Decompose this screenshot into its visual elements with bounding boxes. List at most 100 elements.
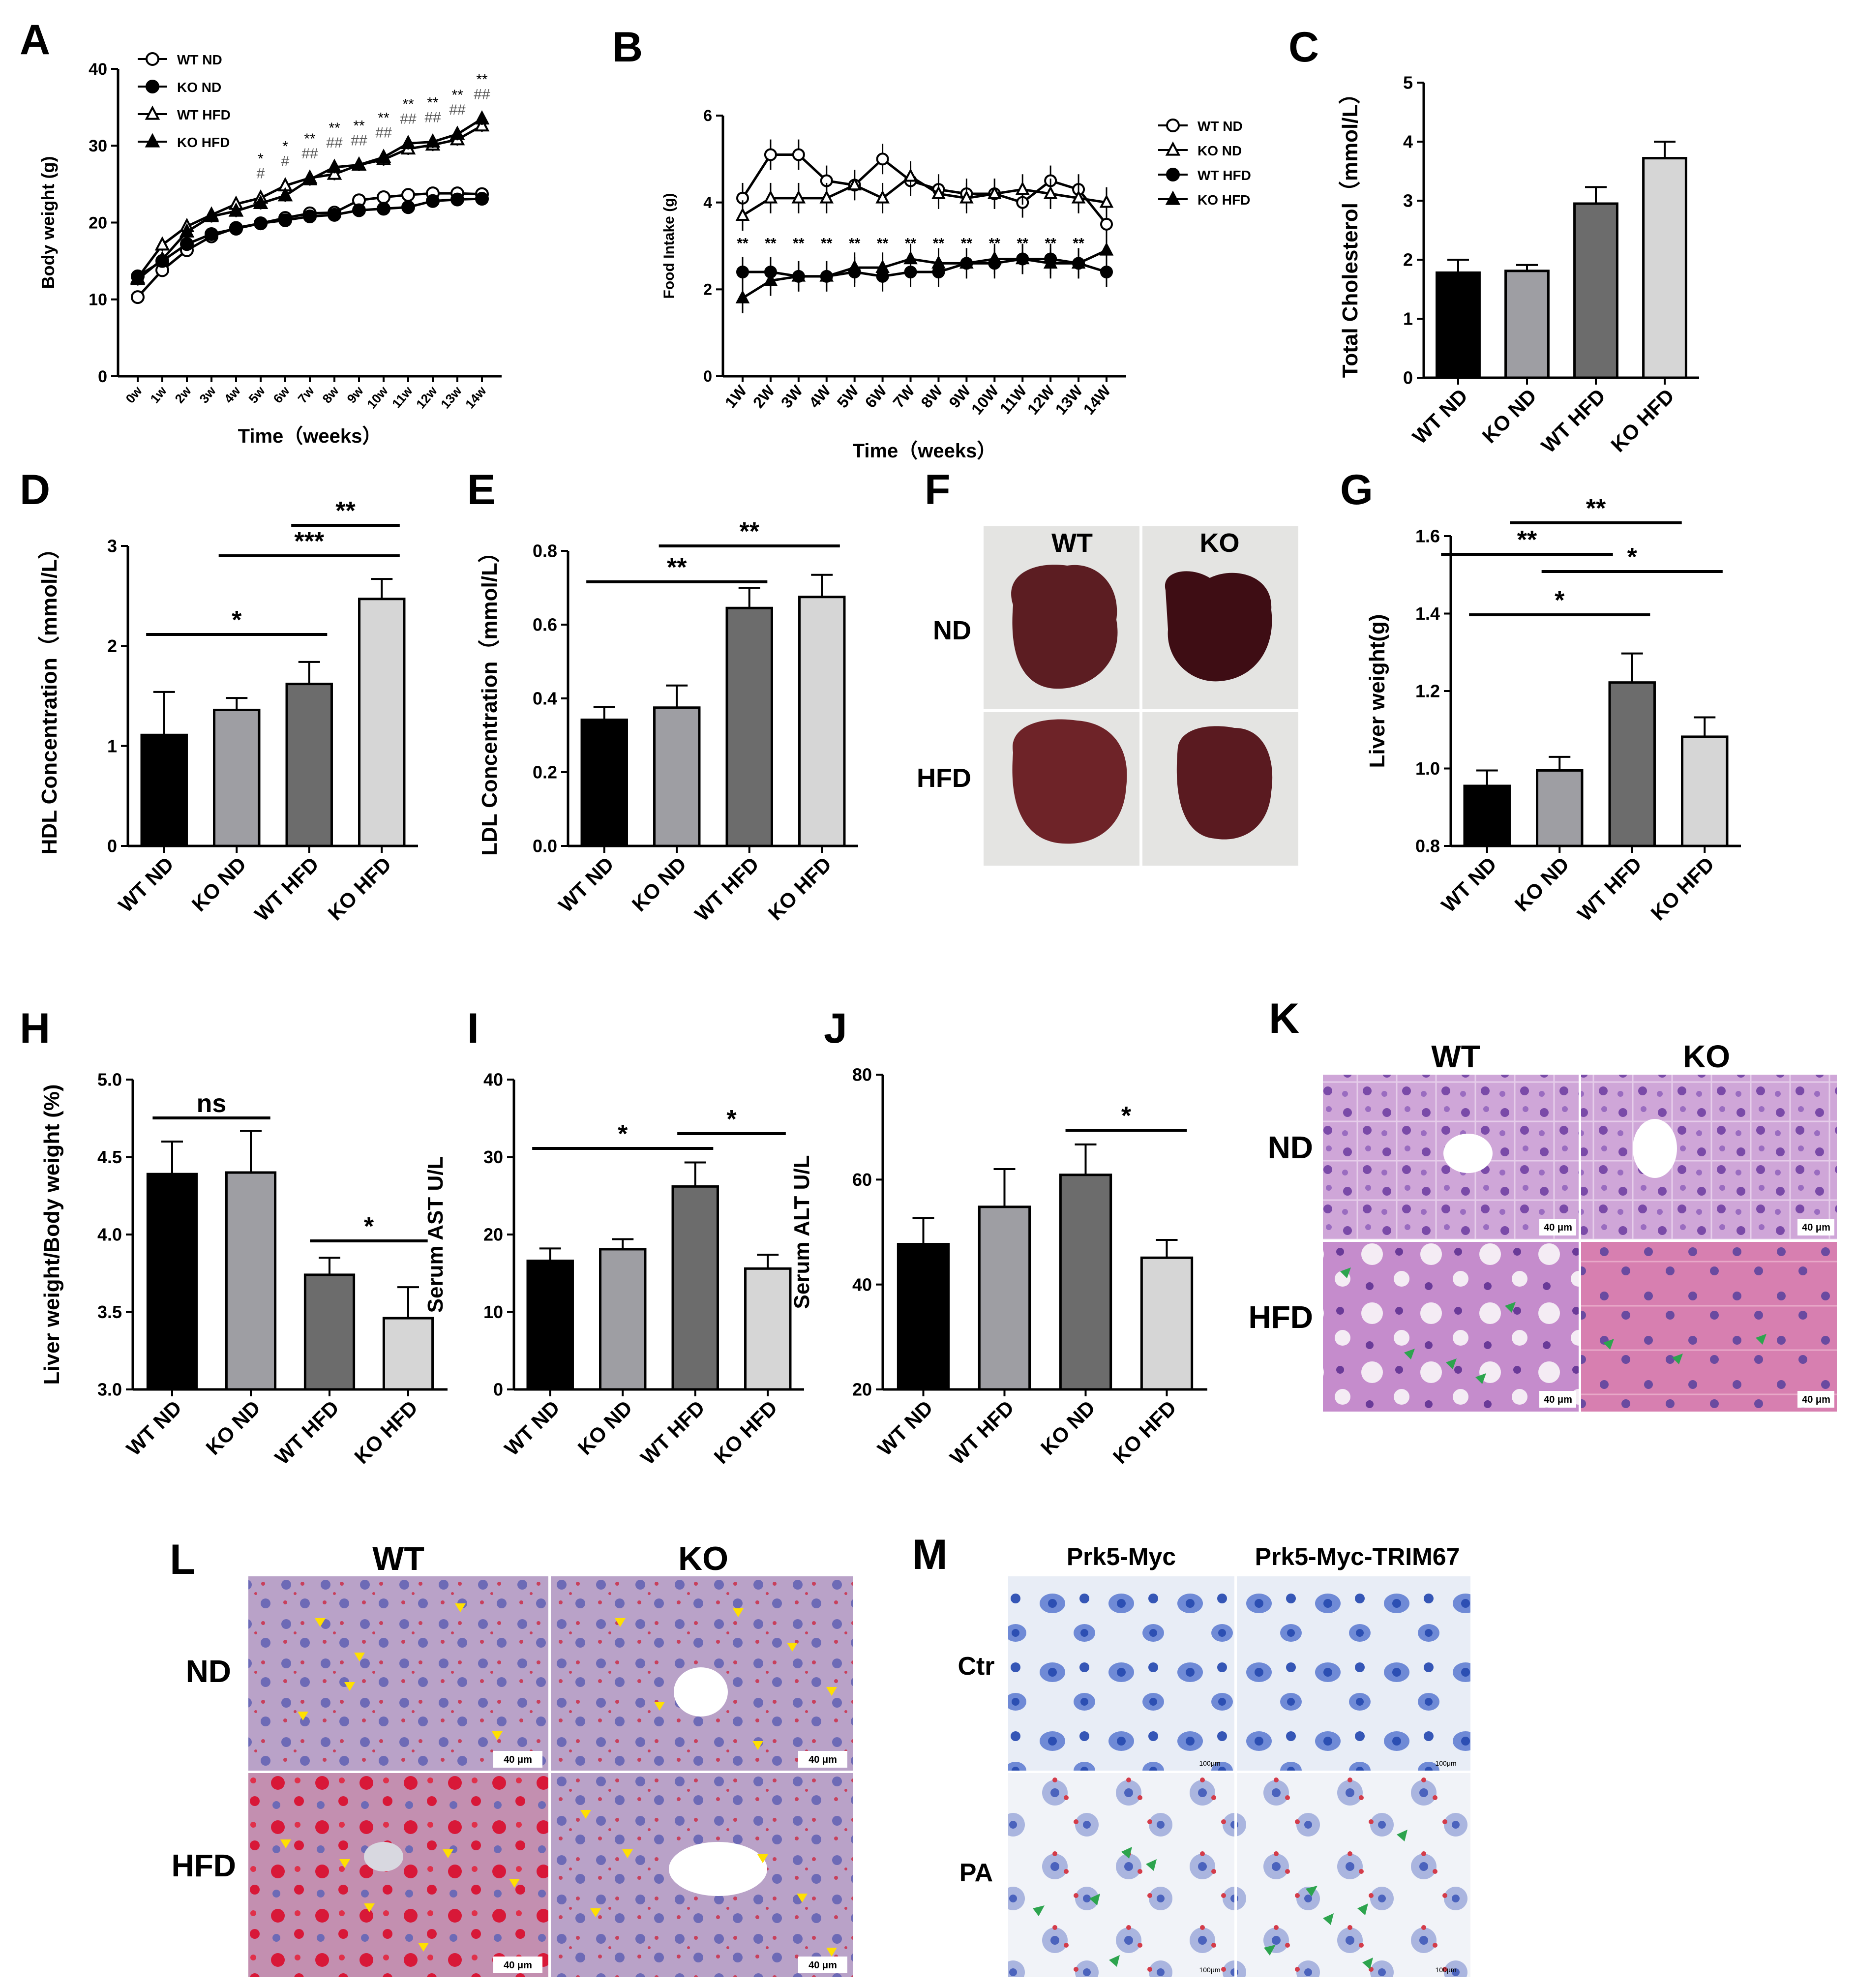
- photo-col-ko: KO: [1200, 528, 1240, 558]
- marker-filled-triangle: [145, 133, 160, 148]
- marker-open-circle: [792, 148, 805, 161]
- bar: [1140, 1256, 1194, 1391]
- x-tick-label: 12w: [413, 383, 440, 412]
- panel-letter-h: H: [20, 1005, 50, 1052]
- panel-letter-m: M: [912, 1531, 948, 1578]
- x-category-label: KO HFD: [764, 852, 836, 925]
- marker-filled-triangle: [987, 251, 1002, 265]
- x-tick-label: 5w: [245, 383, 268, 406]
- marker-filled-circle: [180, 237, 194, 251]
- scale-bar-label: 40 μm: [1544, 1222, 1572, 1233]
- marker-filled-circle: [303, 210, 317, 223]
- panel-letter-f: F: [925, 466, 951, 513]
- x-tick-label: 5W: [834, 382, 863, 412]
- scale-bar-label: 100μm: [1199, 1759, 1220, 1767]
- liver-ko-hfd: [1176, 726, 1273, 840]
- significance-label: **: [451, 87, 463, 103]
- x-tick-label: 0w: [122, 383, 145, 406]
- x-category-label: WT HFD: [1537, 384, 1610, 457]
- bar: [1681, 735, 1729, 847]
- marker-open-triangle: [763, 190, 778, 204]
- x-category-label: WT ND: [114, 852, 179, 917]
- panel-letter-j: J: [824, 1005, 847, 1052]
- y-tick-label: 3: [107, 536, 117, 556]
- he-row-nd: ND: [1268, 1130, 1313, 1165]
- marker-open-triangle: [1043, 185, 1058, 199]
- significance-label: **: [765, 235, 777, 251]
- marker-open-circle: [377, 190, 390, 204]
- marker-filled-circle: [450, 192, 464, 207]
- marker-filled-circle: [278, 213, 292, 227]
- marker-filled-circle: [205, 227, 218, 241]
- marker-filled-circle: [146, 80, 159, 93]
- y-tick-label: 0.4: [533, 689, 557, 709]
- y-axis-label: Liver weight(g): [1365, 614, 1389, 768]
- significance-label: ##: [449, 102, 466, 118]
- scale-bar-label: 40 μm: [1544, 1394, 1572, 1405]
- marker-filled-circle: [352, 203, 366, 217]
- x-tick-label: 1w: [147, 383, 170, 406]
- central-vein: [1633, 1119, 1677, 1178]
- marker-filled-circle: [426, 194, 440, 208]
- significance-label: ns: [197, 1089, 227, 1118]
- y-tick-label: 80: [852, 1065, 872, 1085]
- marker-open-triangle: [847, 177, 862, 191]
- panel-letter-l: L: [170, 1536, 196, 1583]
- chart-e-ldl: 0.0 0.2 0.4 0.6 0.8 LDL Concentration（mmol/L）…: [478, 517, 858, 926]
- bar: [1436, 271, 1481, 379]
- x-tick-label: 8w: [319, 383, 342, 406]
- he-col-wt: WT: [1431, 1039, 1480, 1074]
- he-row-hfd: HFD: [1248, 1299, 1313, 1335]
- scale-bar-label: 40 μm: [504, 1754, 532, 1765]
- x-tick-label: 13W: [1052, 382, 1086, 418]
- marker-open-triangle: [1099, 194, 1114, 208]
- bar: [599, 1248, 647, 1391]
- x-category-label: WT ND: [122, 1396, 186, 1460]
- legend-label: WT HFD: [177, 107, 231, 122]
- chart-h-liver-body-ratio: 3.0 3.5 4.0 4.5 5.0 Liver weight/Body weight …: [40, 1070, 448, 1469]
- x-tick-label: 12W: [1024, 382, 1058, 418]
- significance-label: *: [1555, 586, 1565, 615]
- x-tick-label: 10W: [968, 382, 1002, 418]
- x-tick-label: 4w: [221, 383, 243, 406]
- panel-letter-d: D: [20, 466, 50, 513]
- liver-wt-hfd: [1012, 719, 1127, 844]
- marker-filled-triangle: [228, 202, 244, 217]
- legend-label: KO ND: [177, 80, 221, 95]
- scale-bar-label: 40 μm: [808, 1960, 837, 1971]
- y-tick-label: 4: [1403, 132, 1413, 152]
- significance-label: *: [618, 1120, 628, 1148]
- legend-label: KO ND: [1197, 143, 1242, 158]
- x-tick-label: 11W: [996, 382, 1030, 418]
- bar: [725, 606, 773, 847]
- x-tick-label: 14W: [1079, 382, 1114, 418]
- x-axis-label: Time（weeks）: [853, 440, 997, 462]
- significance-label: **: [1586, 494, 1606, 523]
- bar: [213, 708, 261, 847]
- bar: [526, 1260, 574, 1391]
- bar: [897, 1243, 950, 1391]
- y-tick-label: 3.0: [97, 1380, 122, 1400]
- scale-bar-label: 100μm: [1199, 1966, 1220, 1974]
- x-category-label: WT ND: [1437, 852, 1501, 917]
- x-category-label: KO ND: [1510, 852, 1574, 916]
- x-category-label: KO HFD: [1606, 384, 1678, 456]
- or-col-ko: KO: [678, 1540, 728, 1577]
- chart-c-total-cholesterol: 0 1 2 3 4 5 Total Cholesterol（mmol/L） WT ND KO N…: [1338, 73, 1699, 556]
- marker-filled-circle: [254, 216, 268, 231]
- significance-label: **: [1017, 235, 1029, 251]
- panel-letter-g: G: [1340, 466, 1373, 513]
- x-tick-label: 13w: [438, 383, 465, 412]
- he-ko-hfd: [1581, 1242, 1837, 1412]
- marker-open-triangle: [1165, 141, 1181, 156]
- y-tick-label: 4: [703, 194, 712, 211]
- significance-label: **: [304, 131, 316, 147]
- significance-label: ##: [474, 87, 490, 103]
- y-tick-label: 1.0: [1415, 758, 1440, 779]
- x-category-label: KO ND: [628, 852, 691, 916]
- x-category-label: KO HFD: [1646, 852, 1719, 925]
- y-tick-label: 40: [483, 1070, 503, 1090]
- marker-open-triangle: [903, 168, 918, 182]
- legend-label: WT HFD: [1197, 168, 1251, 183]
